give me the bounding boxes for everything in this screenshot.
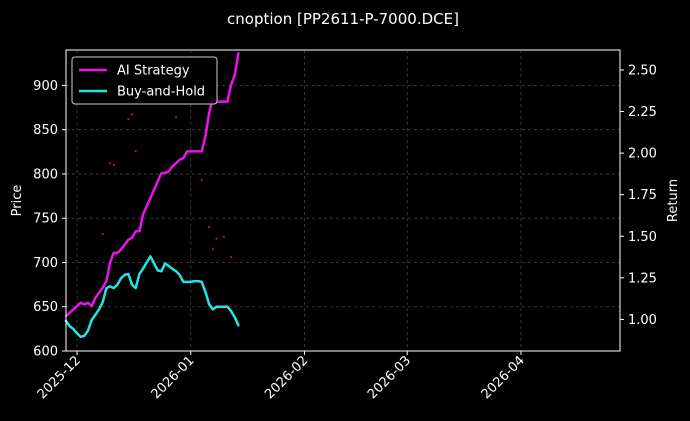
chart-title: cnoption [PP2611-P-7000.DCE] <box>227 10 459 28</box>
series-line-ai-strategy <box>64 52 240 318</box>
signal-marker <box>174 116 178 119</box>
left-axis-title: Price <box>10 185 25 217</box>
right-tick-label: 1.00 <box>628 313 657 328</box>
signal-marker <box>200 179 203 182</box>
right-tick-label: 1.75 <box>628 188 657 203</box>
signal-markers <box>101 113 233 259</box>
right-axis-title: Return <box>666 179 681 222</box>
left-tick-label: 700 <box>33 256 58 271</box>
legend: AI Strategy Buy-and-Hold <box>71 56 218 105</box>
legend-label-ai-strategy: AI Strategy <box>117 64 190 79</box>
signal-marker <box>222 235 225 238</box>
signal-marker <box>207 225 211 229</box>
signal-marker <box>112 163 115 167</box>
series-line-buy-and-hold <box>64 255 240 339</box>
signal-marker <box>127 117 130 121</box>
left-tick-label: 850 <box>33 123 58 138</box>
signal-marker <box>101 233 104 236</box>
right-tick-label: 2.50 <box>628 63 657 78</box>
signal-marker <box>211 248 214 251</box>
signal-marker <box>130 113 134 116</box>
right-tick-label: 1.25 <box>628 271 657 286</box>
legend-box <box>71 56 218 105</box>
left-tick-label: 900 <box>33 79 58 94</box>
left-tick-label: 650 <box>33 300 58 315</box>
left-tick-label: 800 <box>33 167 58 182</box>
signal-marker <box>134 149 137 153</box>
right-tick-label: 2.25 <box>628 105 657 120</box>
series-lines <box>64 52 240 339</box>
left-tick-label: 600 <box>33 345 58 360</box>
right-tick-label: 1.50 <box>628 230 657 245</box>
right-tick-label: 2.00 <box>628 147 657 162</box>
legend-label-buy-and-hold: Buy-and-Hold <box>117 85 205 100</box>
signal-marker <box>229 256 233 259</box>
signal-marker <box>215 237 218 240</box>
signal-marker <box>108 162 112 165</box>
left-tick-label: 750 <box>33 212 58 227</box>
plot-frame <box>65 49 621 352</box>
